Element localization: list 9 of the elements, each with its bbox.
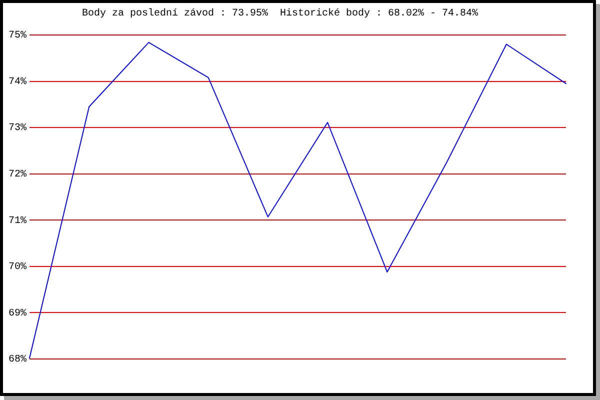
- y-tick-label: 69%: [8, 308, 26, 320]
- chart-title: Body za poslední závod : 73.95% Historické body : 68.02% - 74.84%: [82, 8, 478, 20]
- y-tick-label: 71%: [8, 216, 26, 227]
- y-tick-label: 74%: [8, 76, 26, 88]
- y-tick-label: 72%: [8, 170, 26, 180]
- y-tick-label: 70%: [8, 262, 26, 274]
- y-tick-label: 68%: [8, 354, 26, 366]
- y-tick-label: 73%: [8, 123, 26, 134]
- y-tick-label: 75%: [8, 30, 26, 42]
